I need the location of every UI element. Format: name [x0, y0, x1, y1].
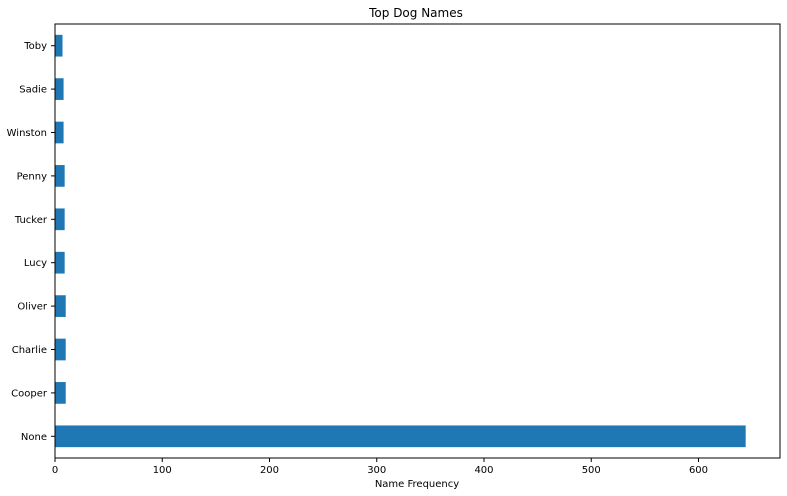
bar-tucker [55, 208, 65, 231]
bar-winston [55, 121, 64, 144]
x-tick-label: 600 [689, 465, 708, 476]
x-tick-label: 200 [260, 465, 279, 476]
y-tick-label: Tucker [14, 215, 48, 226]
plot-area-frame [54, 23, 781, 459]
bars-group [55, 34, 746, 448]
chart-title: Top Dog Names [368, 6, 463, 20]
y-axis-ticks: None Cooper Charlie Oliver Lucy Tucker Penny Wi… [7, 41, 55, 443]
y-tick-label: None [21, 432, 47, 443]
bar-lucy [55, 251, 65, 274]
x-tick-label: 300 [367, 465, 386, 476]
y-tick-label: Charlie [12, 345, 47, 356]
x-tick-label: 400 [474, 465, 493, 476]
bar-none [55, 425, 746, 448]
y-tick-label: Oliver [17, 302, 47, 313]
x-axis-ticks: 0 100 200 300 400 500 600 [52, 458, 708, 476]
y-tick-label: Cooper [11, 388, 48, 399]
bar-sadie [55, 78, 64, 100]
y-tick-label: Sadie [19, 85, 47, 96]
bar-toby [55, 34, 63, 57]
y-tick-label: Toby [23, 41, 47, 52]
bar-cooper [55, 382, 66, 404]
x-axis-label: Name Frequency [375, 479, 459, 490]
bar-oliver [55, 295, 66, 317]
x-tick-label: 0 [52, 465, 58, 476]
bar-penny [55, 165, 65, 187]
bar-charlie [55, 338, 66, 361]
x-tick-label: 500 [582, 465, 601, 476]
y-tick-label: Lucy [24, 258, 47, 269]
y-tick-label: Penny [17, 171, 48, 182]
x-tick-label: 100 [153, 465, 172, 476]
y-tick-label: Winston [7, 128, 47, 139]
